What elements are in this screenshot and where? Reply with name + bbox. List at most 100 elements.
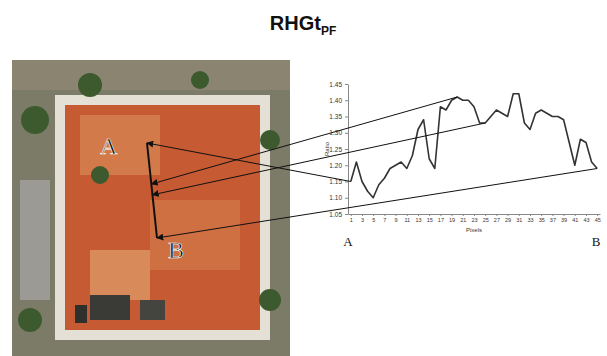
y-tick-label: 1.10: [329, 194, 342, 201]
image-tree: [91, 166, 109, 184]
x-tick-mark: [597, 214, 598, 216]
x-tick: 5: [372, 214, 375, 223]
x-tick: 43: [583, 214, 589, 223]
figure: RHGtPFAB1.051.101.151.201.251.301.351.40…: [0, 0, 607, 356]
image-roof-patch: [150, 200, 240, 270]
x-tick-label: 1: [350, 217, 353, 223]
x-tick-mark: [508, 214, 509, 216]
x-tick: 9: [395, 214, 398, 223]
y-tick-label: 1.45: [329, 81, 342, 88]
x-tick: 39: [561, 214, 567, 223]
x-tick-mark: [407, 214, 408, 216]
image-label-b: B: [168, 237, 184, 263]
x-axis-title: Pixels: [466, 227, 482, 233]
x-tick: 15: [427, 214, 433, 223]
x-tick-mark: [429, 214, 430, 216]
x-tick-mark: [530, 214, 531, 216]
x-tick-mark: [440, 214, 441, 216]
x-tick-mark: [552, 214, 553, 216]
y-tick-mark: [345, 84, 348, 85]
x-tick-mark: [373, 214, 374, 216]
x-tick-mark: [575, 214, 576, 216]
title: RHGtPF: [270, 12, 336, 38]
y-tick-label: 1.25: [329, 146, 342, 153]
image-structure: [90, 295, 130, 320]
image-label-a: A: [100, 133, 118, 159]
image-tree: [21, 106, 49, 134]
x-tick-label: 9: [395, 217, 398, 223]
y-tick-label: 1.40: [329, 97, 342, 104]
x-tick-label: 3: [361, 217, 364, 223]
transect-line: [147, 143, 157, 238]
x-tick-label: 21: [460, 217, 466, 223]
image-roof-patch: [90, 250, 150, 300]
x-axis: 1357911131517192123252729313335373941434…: [349, 214, 601, 223]
y-tick-mark: [345, 117, 348, 118]
y-axis-line: [348, 85, 349, 215]
data-line: [351, 94, 597, 198]
y-tick-mark: [345, 100, 348, 101]
x-axis-line: [349, 214, 601, 215]
x-tick: 7: [383, 214, 386, 223]
y-tick: 1.20: [329, 162, 348, 169]
x-tick-mark: [452, 214, 453, 216]
y-tick: 1.35: [329, 113, 348, 120]
x-tick-mark: [351, 214, 352, 216]
y-tick-mark: [345, 182, 348, 183]
connector-arrow: [147, 143, 351, 182]
connector-arrow: [157, 169, 597, 239]
x-tick: 41: [572, 214, 578, 223]
y-axis-title: Ratio: [324, 141, 330, 156]
x-tick-label: 45: [595, 217, 601, 223]
x-tick-mark: [564, 214, 565, 216]
aerial-image: [12, 60, 290, 356]
y-tick-mark: [345, 198, 348, 199]
x-tick: 1: [350, 214, 353, 223]
x-tick-label: 29: [505, 217, 511, 223]
x-tick-mark: [519, 214, 520, 216]
chart-root: RHGtPFAB1.051.101.151.201.251.301.351.40…: [0, 0, 607, 356]
image-tree: [260, 130, 280, 150]
x-tick: 35: [539, 214, 545, 223]
x-tick: 11: [404, 214, 410, 223]
x-tick: 33: [527, 214, 533, 223]
title-text: RHGt: [270, 12, 321, 34]
x-tick: 25: [483, 214, 489, 223]
image-roof: [65, 105, 260, 330]
x-tick: 23: [471, 214, 477, 223]
image-wall: [55, 95, 270, 340]
y-axis: 1.051.101.151.201.251.301.351.401.45: [329, 81, 348, 218]
x-tick-mark: [541, 214, 542, 216]
x-tick: 29: [505, 214, 511, 223]
x-tick: 27: [494, 214, 500, 223]
y-tick: 1.40: [329, 97, 348, 104]
x-tick-label: 23: [471, 217, 477, 223]
x-tick-label: 33: [527, 217, 533, 223]
x-tick: 3: [361, 214, 364, 223]
y-tick: 1.10: [329, 194, 348, 201]
x-tick-label: 41: [572, 217, 578, 223]
x-tick: 19: [449, 214, 455, 223]
y-tick: 1.25: [329, 146, 348, 153]
x-tick-label: 17: [438, 217, 444, 223]
x-tick-label: 37: [550, 217, 556, 223]
y-tick-label: 1.05: [329, 211, 342, 218]
axis-label-b: B: [592, 234, 601, 249]
y-tick: 1.05: [329, 211, 348, 218]
y-tick-mark: [345, 214, 348, 215]
x-tick-mark: [474, 214, 475, 216]
x-tick-label: 19: [449, 217, 455, 223]
y-tick-label: 1.35: [329, 113, 342, 120]
image-background: [12, 60, 290, 356]
x-tick-label: 13: [415, 217, 421, 223]
x-tick-label: 5: [372, 217, 375, 223]
x-tick: 31: [516, 214, 522, 223]
axis-label-a: A: [343, 234, 353, 249]
image-road: [12, 60, 290, 90]
image-structure: [140, 300, 165, 320]
x-tick-mark: [384, 214, 385, 216]
x-tick-label: 15: [427, 217, 433, 223]
x-tick-mark: [496, 214, 497, 216]
y-tick-mark: [345, 149, 348, 150]
x-tick-mark: [485, 214, 486, 216]
